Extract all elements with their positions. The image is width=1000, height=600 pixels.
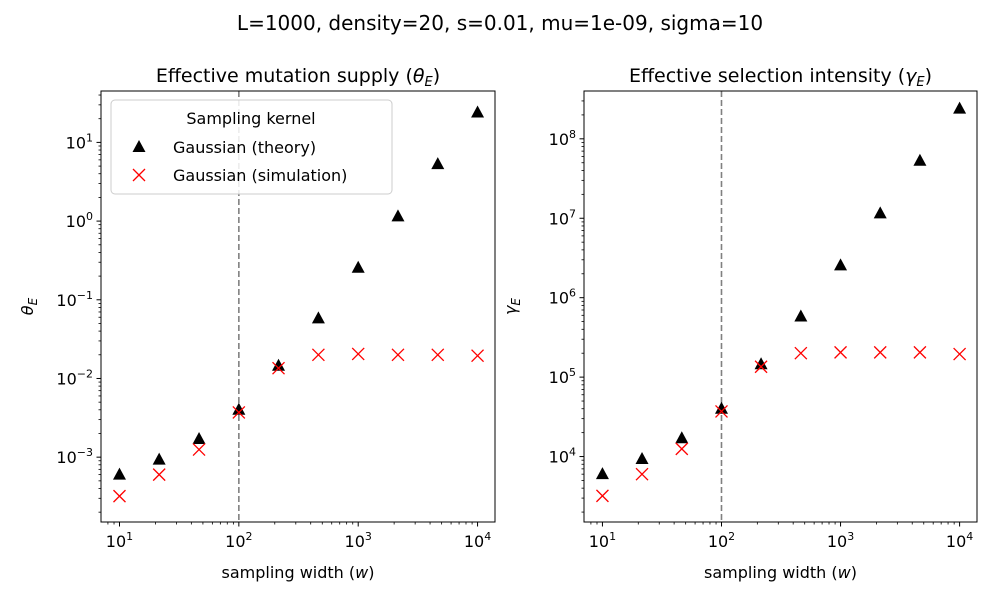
- theory-point: [714, 401, 728, 414]
- legend-simulation-marker: [132, 168, 146, 182]
- theory-point: [192, 432, 206, 445]
- y-tick-label: 10−2: [56, 367, 93, 388]
- panel-title: Effective mutation supply (θE): [156, 65, 440, 90]
- theory-point: [953, 101, 967, 114]
- x-tick-label: 104: [946, 530, 973, 551]
- theory-point: [754, 357, 768, 370]
- simulation-point: [192, 443, 206, 456]
- x-tick-label: 101: [106, 530, 133, 551]
- panel-mutation-supply: Effective mutation supply (θE) 101 102 103 1…: [18, 65, 496, 582]
- y-axis-label: θE: [18, 297, 40, 315]
- theory-point: [431, 157, 445, 170]
- axes-frame: [583, 90, 978, 523]
- x-tick-label: 102: [225, 530, 252, 551]
- legend: Sampling kernel Gaussian (theory) Gaussian…: [110, 99, 393, 195]
- simulation-point: [873, 345, 887, 359]
- simulation-point: [391, 348, 405, 362]
- simulation-point: [754, 360, 768, 374]
- simulation-point: [232, 405, 246, 419]
- legend-theory-marker: [132, 140, 146, 152]
- simulation-point: [431, 348, 445, 362]
- x-tick-label: 104: [464, 530, 491, 551]
- y-tick-label: 108: [549, 128, 576, 149]
- simulation-point: [635, 467, 649, 481]
- theory-point: [272, 358, 286, 371]
- plot-data: [595, 101, 967, 503]
- figure-suptitle: L=1000, density=20, s=0.01, mu=1e-09, si…: [237, 11, 763, 35]
- axes-frame: [100, 90, 496, 523]
- y-axis-label: γE: [501, 298, 523, 315]
- x-tick-label: 102: [708, 530, 735, 551]
- simulation-point: [675, 442, 689, 456]
- theory-point: [232, 402, 246, 415]
- theory-point: [152, 452, 166, 465]
- theory-point: [351, 260, 365, 273]
- simulation-point: [113, 489, 126, 503]
- legend-box: [110, 99, 393, 195]
- theory-point: [913, 153, 927, 166]
- x-axis-label: sampling width (w): [222, 563, 375, 582]
- y-tick-label: 105: [549, 366, 576, 387]
- simulation-point: [794, 346, 808, 360]
- simulation-point: [311, 348, 325, 362]
- simulation-point: [272, 361, 285, 375]
- legend-title: Sampling kernel: [186, 109, 315, 128]
- theory-point: [471, 105, 485, 118]
- y-tick-label: 101: [66, 131, 93, 152]
- simulation-point: [913, 345, 927, 359]
- legend-entry-theory: Gaussian (theory): [173, 138, 316, 157]
- simulation-point: [351, 347, 365, 361]
- y-tick-label: 10−1: [56, 289, 93, 310]
- panel-title: Effective selection intensity (γE): [629, 65, 932, 90]
- x-axis-label: sampling width (w): [704, 563, 857, 582]
- theory-point: [834, 258, 848, 271]
- plot-data: [112, 105, 485, 503]
- y-tick-label: 106: [549, 287, 576, 308]
- y-tick-label: 100: [66, 210, 93, 231]
- x-tick-label: 103: [345, 530, 372, 551]
- simulation-point: [152, 468, 166, 482]
- simulation-point: [953, 347, 967, 361]
- theory-point: [675, 431, 689, 444]
- theory-point: [391, 209, 405, 222]
- theory-point: [873, 206, 887, 219]
- y-tick-label: 104: [549, 446, 576, 467]
- simulation-point: [595, 489, 609, 503]
- simulation-point: [715, 404, 728, 418]
- y-tick-label: 107: [549, 207, 576, 228]
- legend-entry-simulation: Gaussian (simulation): [173, 166, 347, 185]
- simulation-point: [834, 345, 848, 359]
- y-tick-label: 10−3: [56, 446, 93, 467]
- theory-point: [112, 467, 126, 480]
- x-tick-label: 101: [589, 530, 616, 551]
- simulation-point: [471, 349, 485, 363]
- theory-point: [635, 452, 649, 465]
- theory-point: [595, 467, 609, 480]
- theory-point: [794, 309, 808, 322]
- x-tick-label: 103: [827, 530, 854, 551]
- panel-selection-intensity: Effective selection intensity (γE) 101 102…: [501, 65, 978, 582]
- theory-point: [311, 311, 325, 324]
